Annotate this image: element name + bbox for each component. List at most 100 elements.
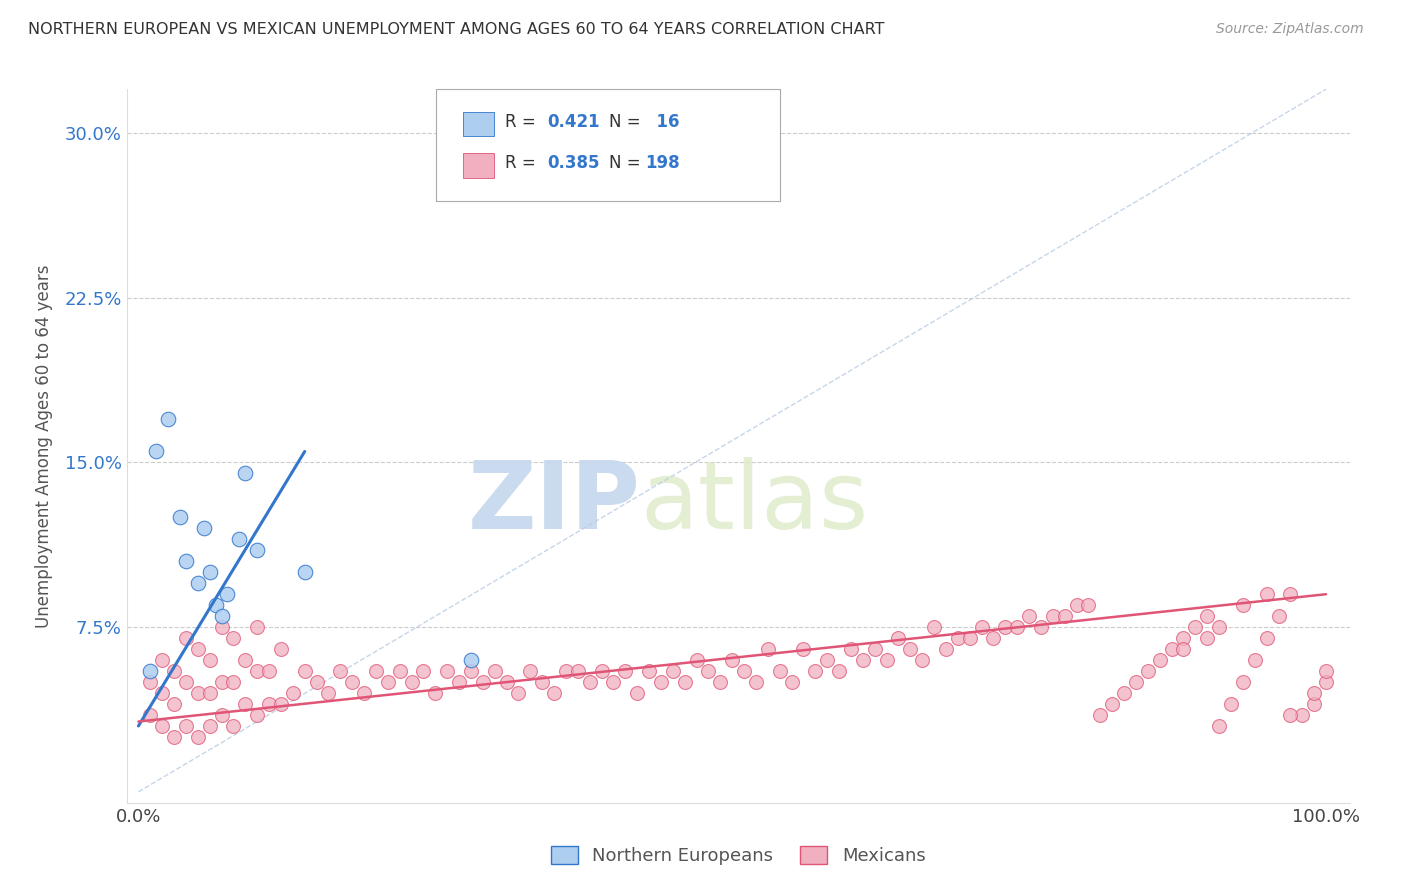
Point [449,675,471,690]
Point [174,675,197,690]
Point [839,642,862,657]
Point [1090,708,1112,723]
Point [1053,609,1076,624]
Point [935,642,957,657]
Point [1291,708,1313,723]
Point [626,686,648,700]
Point [174,554,197,568]
Point [745,675,768,690]
Point [187,642,209,657]
Point [329,664,352,678]
Point [1256,631,1278,645]
Point [139,664,162,678]
Point [233,697,256,711]
Point [804,664,827,678]
Point [1279,708,1302,723]
Point [460,664,482,678]
Point [792,642,814,657]
Point [733,664,755,678]
Point [828,664,851,678]
Point [150,686,173,700]
Point [780,675,803,690]
Text: 16: 16 [645,113,681,131]
Text: atlas: atlas [640,457,869,549]
Point [922,620,945,634]
Point [946,631,969,645]
Text: 0.385: 0.385 [547,154,599,172]
Point [425,686,447,700]
Point [198,566,221,580]
Text: R =: R = [505,113,546,131]
Point [257,664,280,678]
Point [163,730,186,744]
Point [567,664,589,678]
Point [294,566,316,580]
Point [614,664,637,678]
Point [460,653,482,667]
Point [1005,620,1028,634]
Text: N =: N = [609,113,645,131]
Point [887,631,910,645]
Point [911,653,934,667]
Point [1197,631,1219,645]
Point [139,708,162,723]
Point [412,664,434,678]
Point [157,411,180,425]
Point [1125,675,1147,690]
Point [1173,642,1195,657]
Point [769,664,792,678]
Point [1173,631,1195,645]
Point [187,730,209,744]
Point [876,653,898,667]
Point [257,697,280,711]
Point [578,675,600,690]
Point [150,719,173,733]
Point [756,642,779,657]
Point [1149,653,1171,667]
Point [187,686,209,700]
Point [318,686,340,700]
Point [228,533,250,547]
Point [1136,664,1159,678]
Point [150,653,173,667]
Point [222,631,245,645]
Point [364,664,387,678]
Point [353,686,375,700]
Point [495,675,517,690]
Point [198,686,221,700]
Text: 0.421: 0.421 [547,113,599,131]
Point [662,664,685,678]
Point [685,653,707,667]
Point [211,675,233,690]
Point [484,664,506,678]
Point [246,620,269,634]
Point [388,664,411,678]
Point [233,467,256,481]
Point [246,664,269,678]
Point [673,675,696,690]
Point [340,675,363,690]
Point [531,675,554,690]
Point [163,664,186,678]
Point [377,675,399,690]
Point [1208,719,1230,733]
Point [270,642,292,657]
Point [1018,609,1040,624]
Point [163,697,186,711]
Point [270,697,292,711]
Point [709,675,731,690]
Text: R =: R = [505,154,546,172]
Point [246,543,269,558]
Point [1315,664,1337,678]
Point [1197,609,1219,624]
Point [1232,598,1254,612]
Point [555,664,578,678]
Point [1160,642,1182,657]
Point [1114,686,1136,700]
Point [169,510,191,524]
Point [519,664,541,678]
Point [187,576,209,591]
Point [222,719,245,733]
Point [1256,587,1278,601]
Point [994,620,1017,634]
